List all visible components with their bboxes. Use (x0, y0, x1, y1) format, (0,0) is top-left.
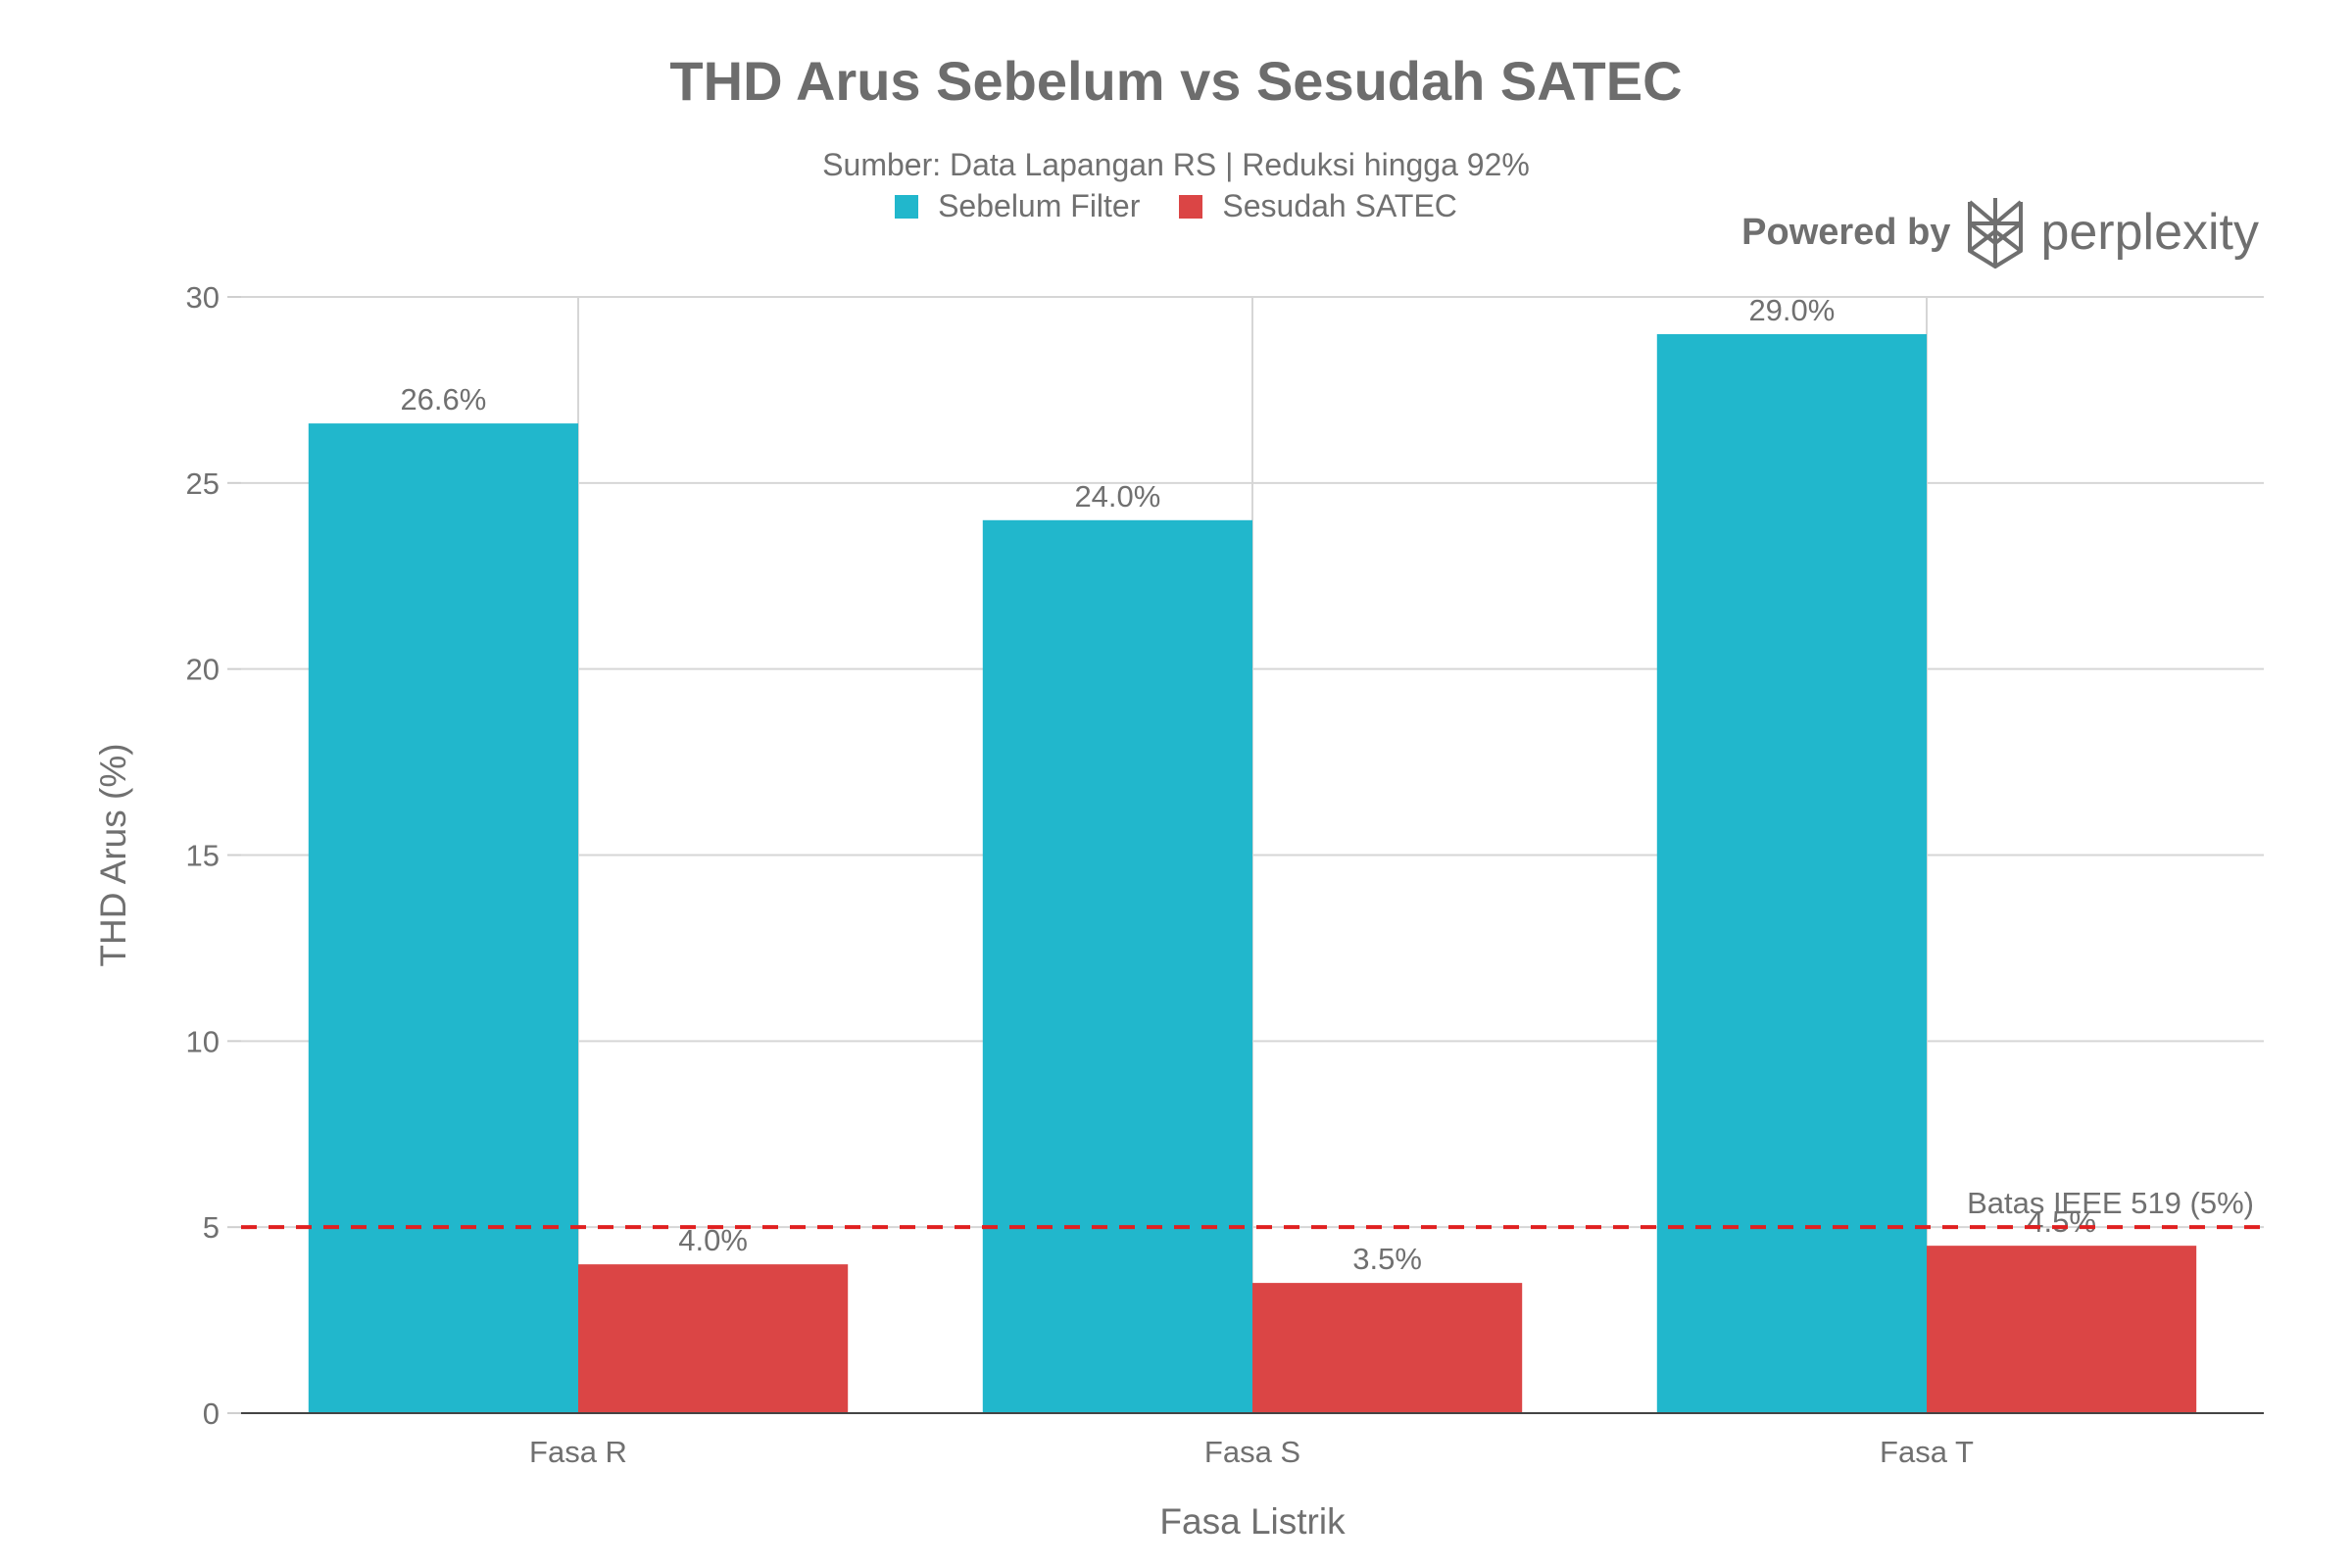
data-label: 26.6% (400, 382, 486, 416)
perplexity-logo-icon (1968, 198, 2024, 269)
branding: Powered by perplexity (1741, 196, 2259, 269)
y-tick-label: 10 (186, 1024, 220, 1058)
legend-swatch-sesudah (1179, 194, 1203, 219)
bar-sebelum (982, 519, 1252, 1413)
branding-prefix: Powered by (1741, 211, 1951, 253)
x-axis-title: Fasa Listrik (1159, 1501, 1346, 1542)
x-tick-label: Fasa S (1204, 1435, 1300, 1469)
bar-sesudah (578, 1264, 849, 1413)
y-tick-label: 15 (186, 839, 220, 873)
legend-item-sesudah[interactable]: Sesudah SATEC (1179, 188, 1457, 224)
y-tick-label: 20 (186, 653, 220, 687)
data-label: 29.0% (1748, 293, 1835, 327)
y-tick-label: 25 (186, 466, 220, 501)
chart-subtitle: Sumber: Data Lapangan RS | Reduksi hingg… (822, 147, 1530, 182)
y-tick-label: 5 (203, 1210, 220, 1245)
y-tick-label: 0 (203, 1396, 220, 1431)
data-label: 3.5% (1352, 1242, 1422, 1276)
legend-swatch-sebelum (895, 194, 919, 219)
x-tick-label: Fasa T (1880, 1435, 1974, 1469)
legend-label-sebelum: Sebelum Filter (938, 188, 1141, 223)
data-label: 4.5% (2027, 1204, 2096, 1239)
bar-sesudah (1252, 1283, 1523, 1413)
branding-name: perplexity (2040, 204, 2259, 261)
data-label: 24.0% (1074, 479, 1160, 514)
y-axis-title: THD Arus (%) (93, 743, 133, 966)
legend-item-sebelum[interactable]: Sebelum Filter (895, 188, 1140, 224)
legend-label-sesudah: Sesudah SATEC (1222, 188, 1457, 223)
bar-sebelum (1656, 333, 1927, 1413)
bar-sebelum (308, 423, 578, 1413)
chart-legend: Sebelum Filter Sesudah SATEC (0, 188, 2352, 224)
chart-title: THD Arus Sebelum vs Sesudah SATEC (669, 50, 1683, 112)
reference-line-label: Batas IEEE 519 (5%) (1967, 1186, 2254, 1220)
y-tick-label: 30 (186, 280, 220, 315)
bar-sesudah (1927, 1246, 2197, 1413)
x-tick-label: Fasa R (529, 1435, 627, 1469)
